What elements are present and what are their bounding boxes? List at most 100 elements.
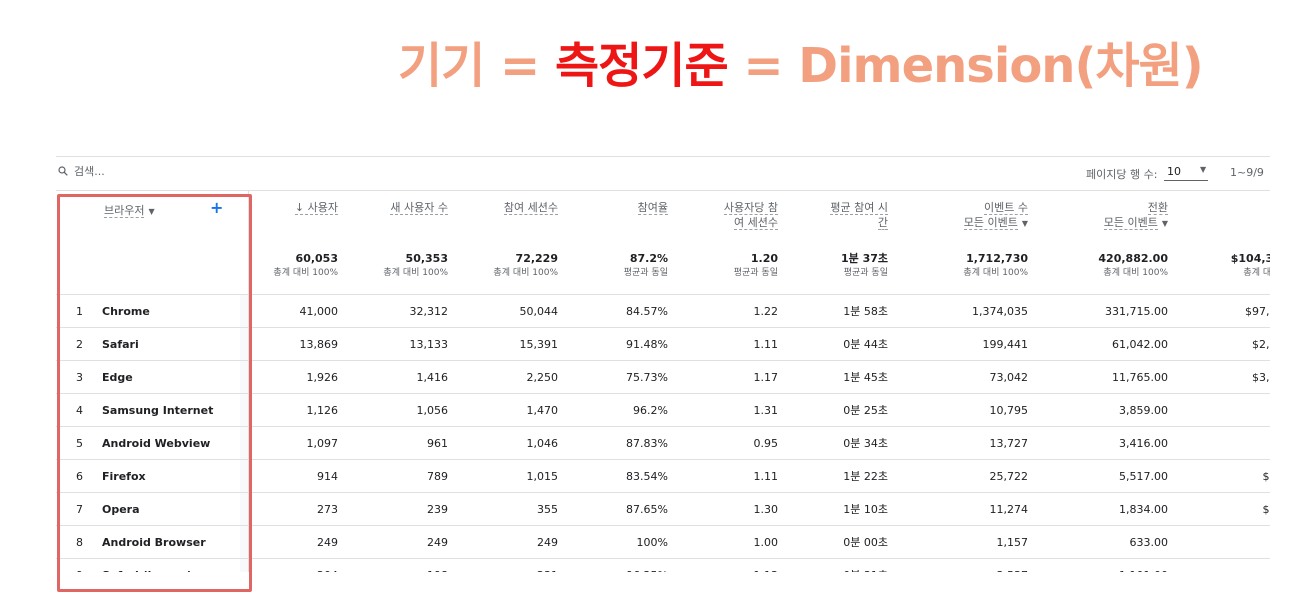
row-index: 5 [56, 426, 102, 460]
table-row[interactable]: 5 Android Webview 1,097 961 1,046 87.83% 0.95 0… [56, 426, 1270, 460]
add-dimension-plus-icon[interactable]: + [210, 198, 224, 217]
metric-cell: 3,537 [898, 558, 1038, 572]
browser-name[interactable]: Chrome [102, 294, 240, 328]
metric-header-label: 참여 세션수 [503, 201, 558, 215]
browser-name[interactable]: Firefox [102, 459, 240, 493]
metric-cell: 1,470 [458, 393, 568, 427]
metric-cell: 249 [248, 525, 348, 559]
table-row[interactable]: 8 Android Browser 249 249 249 100% 1.00 0분 00초 1… [56, 525, 1270, 559]
metric-cell: $927.21 [1178, 459, 1270, 493]
table-row[interactable]: 4 Samsung Internet 1,126 1,056 1,470 96.2% 1.3… [56, 393, 1270, 427]
metric-cell: 11,765.00 [1038, 360, 1178, 394]
metric-cell: $0.00 [1178, 426, 1270, 460]
metric-total-label: 총계 대비 100% [1243, 268, 1270, 278]
metric-total-value: 72,229 [515, 252, 558, 265]
metric-header[interactable]: 총 수익 [1178, 190, 1270, 244]
table-row[interactable]: 2 Safari 13,869 13,133 15,391 91.48% 1.11 0분 44… [56, 327, 1270, 361]
metric-cell: 1,157 [898, 525, 1038, 559]
table-row[interactable]: 9Safari (in-app) 20419823196.25%1.130분 31… [56, 558, 1270, 572]
metric-cell: 1.31 [678, 393, 788, 427]
metric-cell: 231 [458, 558, 568, 572]
metric-cell: 1,056 [348, 393, 458, 427]
metric-total-value: 60,053 [295, 252, 338, 265]
metric-total: 1.20 평균과 동일 [678, 244, 788, 295]
metric-cell: 1,126 [248, 393, 348, 427]
metric-total-label: 총계 대비 100% [383, 268, 448, 278]
metric-header[interactable]: 참여 세션수 [458, 190, 568, 244]
metric-total-label: 총계 대비 100% [493, 268, 558, 278]
metric-header[interactable]: ↓ 사용자 [248, 190, 348, 244]
row-divider [240, 294, 249, 328]
metric-header-label: 새 사용자 수 [390, 201, 448, 215]
event-dropdown-caret-icon[interactable]: ▼ [1161, 219, 1168, 228]
metric-cell: $30.00 [1178, 393, 1270, 427]
dimension-highlight-box [57, 194, 252, 592]
metric-header-label: 참여율 [637, 201, 668, 215]
metric-cell: 1분 22초 [788, 459, 898, 493]
metric-total: 60,053 총계 대비 100% [248, 244, 348, 295]
metric-cell: 249 [458, 525, 568, 559]
metric-header-label: 사용자당 참 [723, 201, 778, 215]
metric-cell: $2,668.90 [1178, 327, 1270, 361]
row-divider [240, 393, 249, 427]
metric-header-text: 전환 모든 이벤트 ▼ [1038, 190, 1178, 231]
browser-name[interactable]: Android Browser [102, 525, 240, 559]
rows-per-page-select[interactable]: 10 ▼ [1164, 164, 1208, 181]
metric-total-label: 총계 대비 100% [1103, 268, 1168, 278]
table-row[interactable]: 6 Firefox 914 789 1,015 83.54% 1.11 1분 22초 25,72… [56, 459, 1270, 493]
metric-cell: 96.25% [568, 558, 678, 572]
table-row[interactable]: 7 Opera 273 239 355 87.65% 1.30 1분 10초 11,274 1,8… [56, 492, 1270, 526]
browser-name[interactable]: Opera [102, 492, 240, 526]
metric-header-sublabel: 모든 이벤트 [963, 216, 1018, 230]
search-input[interactable] [74, 165, 274, 178]
metric-cell: 0분 00초 [788, 525, 898, 559]
metric-total-label: 평균과 동일 [843, 268, 888, 278]
metric-cell: 1.00 [678, 525, 788, 559]
metric-cell: 1,101.00 [1038, 558, 1178, 572]
metric-header[interactable]: 새 사용자 수 [348, 190, 458, 244]
metric-cell: 3,416.00 [1038, 426, 1178, 460]
headline-title: 기기 = 측정기준 = Dimension(차원) [398, 34, 1204, 98]
metric-total-label: 평균과 동일 [733, 268, 778, 278]
metric-header[interactable]: 전환 모든 이벤트 ▼ [1038, 190, 1178, 244]
metric-header-text: 참여 세션수 [458, 190, 568, 215]
table-row[interactable]: 3 Edge 1,926 1,416 2,250 75.73% 1.17 1분 45초 73,0… [56, 360, 1270, 394]
metric-total-value: 1분 37초 [840, 252, 888, 265]
browser-name[interactable]: Samsung Internet [102, 393, 240, 427]
row-divider [240, 426, 249, 460]
row-index: 4 [56, 393, 102, 427]
dimension-header[interactable]: 브라우저 ▼ + [56, 190, 240, 244]
metric-header[interactable]: 이벤트 수 모든 이벤트 ▼ [898, 190, 1038, 244]
metric-cell: 0분 25초 [788, 393, 898, 427]
metric-cell: 1,015 [458, 459, 568, 493]
rows-per-page-label: 페이지당 행 수: [1086, 168, 1158, 181]
row-index: 1 [56, 294, 102, 328]
event-dropdown-caret-icon[interactable]: ▼ [1021, 219, 1028, 228]
browser-name[interactable]: Android Webview [102, 426, 240, 460]
totals-divider [240, 244, 249, 295]
metric-cell: 5,517.00 [1038, 459, 1178, 493]
row-index: 7 [56, 492, 102, 526]
metric-cell: 1,374,035 [898, 294, 1038, 328]
metric-header[interactable]: 참여율 [568, 190, 678, 244]
metric-cell: 1,926 [248, 360, 348, 394]
metric-total: 72,229 총계 대비 100% [458, 244, 568, 295]
metric-cell: 1.11 [678, 327, 788, 361]
row-index: 8 [56, 525, 102, 559]
table-toolbar: 페이지당 행 수: 10 ▼ 1~9/9 [56, 156, 1270, 191]
table-row[interactable]: 1 Chrome 41,000 32,312 50,044 84.57% 1.22 1분 58… [56, 294, 1270, 328]
pagination-text: 1~9/9 [1230, 166, 1264, 179]
metric-cell: 1분 45초 [788, 360, 898, 394]
metric-cell: 61,042.00 [1038, 327, 1178, 361]
metric-cell: 1.17 [678, 360, 788, 394]
metric-cell: 50,044 [458, 294, 568, 328]
browser-name[interactable]: Safari (in-app) [102, 558, 240, 572]
row-divider [240, 327, 249, 361]
browser-name[interactable]: Edge [102, 360, 240, 394]
browser-name[interactable]: Safari [102, 327, 240, 361]
